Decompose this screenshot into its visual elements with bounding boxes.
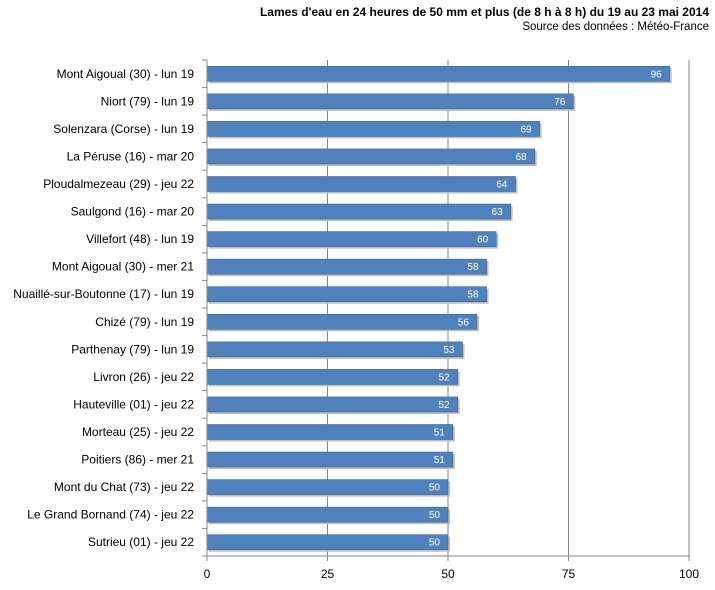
category-label: Saulgond (16) - mar 20 — [71, 205, 195, 219]
bar — [206, 534, 449, 551]
category-label: Chizé (79) - lun 19 — [95, 315, 194, 329]
bar — [206, 313, 478, 330]
data-label: 52 — [439, 400, 451, 411]
data-label: 96 — [651, 69, 663, 80]
x-tick-label: 75 — [562, 567, 576, 581]
bar — [206, 506, 449, 523]
data-label: 51 — [434, 428, 446, 439]
chart-subtitle: Source des données : Météo-France — [522, 21, 709, 33]
category-label: Mont Aigoual (30) - lun 19 — [57, 67, 195, 81]
x-tick-label: 50 — [441, 567, 455, 581]
bar — [206, 231, 497, 247]
bar — [206, 258, 487, 275]
bar — [206, 396, 458, 413]
data-label: 60 — [477, 235, 489, 246]
bar — [206, 148, 536, 165]
category-label: Parthenay (79) - lun 19 — [71, 342, 194, 356]
bar — [206, 121, 540, 137]
category-label: Ploudalmezeau (29) - jeu 22 — [43, 177, 194, 191]
data-label: 68 — [516, 152, 528, 163]
category-label: Poitiers (86) - mer 21 — [81, 453, 194, 467]
category-label: La Péruse (16) - mar 20 — [67, 149, 195, 163]
category-label: Mont du Chat (73) - jeu 22 — [54, 480, 194, 494]
category-label: Villefort (48) - lun 19 — [86, 232, 194, 246]
data-label: 50 — [429, 510, 441, 521]
bar — [206, 286, 487, 303]
data-label: 51 — [434, 455, 446, 466]
bar — [206, 341, 463, 358]
bar — [206, 424, 454, 440]
bar — [206, 203, 511, 220]
data-label: 69 — [520, 124, 532, 135]
bar — [206, 451, 454, 468]
x-tick-label: 25 — [321, 567, 335, 581]
x-tick-label: 0 — [204, 567, 211, 581]
data-label: 58 — [467, 290, 479, 301]
category-label: Sutrieu (01) - jeu 22 — [88, 535, 194, 549]
chart-title: Lames d'eau en 24 heures de 50 mm et plu… — [259, 5, 709, 19]
x-tick-label: 100 — [679, 567, 699, 581]
data-label: 53 — [443, 345, 455, 356]
category-label: Solenzara (Corse) - lun 19 — [53, 122, 194, 136]
data-label: 50 — [429, 538, 441, 549]
bar — [206, 479, 449, 495]
data-label: 76 — [554, 97, 566, 108]
category-label: Morteau (25) - jeu 22 — [82, 425, 194, 439]
data-label: 56 — [458, 317, 470, 328]
category-label: Hauteville (01) - jeu 22 — [73, 397, 194, 411]
bar — [206, 93, 574, 110]
category-label: Mont Aigoual (30) - mer 21 — [52, 260, 194, 274]
bar — [206, 176, 516, 192]
data-label: 50 — [429, 483, 441, 494]
category-label: Le Grand Bornand (74) - jeu 22 — [27, 508, 194, 522]
data-label: 63 — [492, 207, 504, 218]
bar — [206, 369, 458, 385]
bar — [206, 65, 671, 82]
data-label: 52 — [439, 372, 451, 383]
data-label: 58 — [467, 262, 479, 273]
category-label: Nuaillé-sur-Boutonne (17) - lun 19 — [13, 287, 194, 301]
category-label: Livron (26) - jeu 22 — [93, 370, 194, 384]
category-label: Niort (79) - lun 19 — [101, 94, 195, 108]
data-label: 64 — [496, 180, 508, 191]
